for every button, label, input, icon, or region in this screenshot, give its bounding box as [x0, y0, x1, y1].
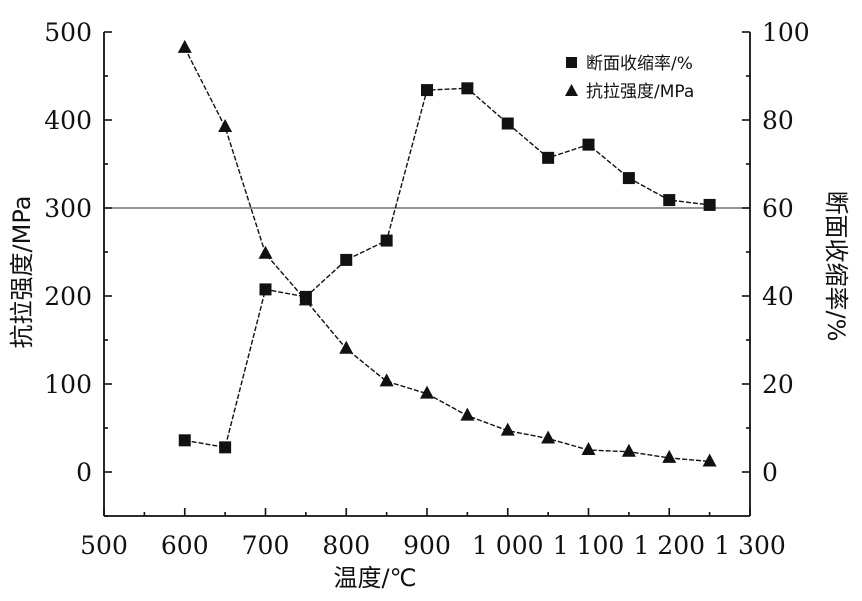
data-point-triangle: [702, 453, 717, 467]
y-right-tick-label: 80: [762, 106, 794, 135]
y-left-tick-label: 500: [44, 18, 92, 47]
data-point-square: [421, 84, 433, 97]
y-left-tick-label: 0: [76, 458, 92, 487]
y-right-axis-title: 断面收缩率/%: [822, 191, 850, 342]
data-point-square: [663, 194, 676, 207]
legend: 断面收缩率/% 抗拉强度/MPa: [565, 54, 694, 102]
data-point-triangle: [581, 442, 596, 455]
data-point-square: [178, 434, 191, 447]
data-point-triangle: [662, 449, 677, 463]
series-group: [177, 39, 717, 467]
y-right-tick-label: 0: [762, 458, 778, 487]
data-point-triangle: [339, 340, 354, 354]
x-tick-label: 900: [403, 531, 451, 560]
y-left-tick-label: 200: [44, 282, 92, 311]
data-point-triangle: [621, 443, 636, 457]
data-point-square: [542, 151, 555, 164]
data-point-triangle: [177, 39, 192, 53]
data-point-triangle: [258, 245, 273, 259]
data-point-square: [219, 441, 232, 454]
y-right-tick-label: 60: [762, 194, 794, 223]
data-point-square: [501, 117, 514, 130]
series-line-0: [184, 87, 710, 449]
data-point-triangle: [541, 430, 556, 444]
y-right-ticks: 0 20 40 60 80 100: [742, 18, 810, 487]
y-left-ticks: 0 100 200 300 400 500: [44, 18, 112, 517]
x-tick-label: 1 000: [472, 531, 544, 560]
y-left-tick-label: 100: [44, 370, 92, 399]
x-tick-label: 800: [322, 531, 370, 560]
data-point-square: [622, 172, 635, 185]
data-point-triangle: [500, 422, 515, 436]
legend-label-strength: 抗拉强度/MPa: [586, 82, 694, 102]
y-left-tick-label: 300: [44, 194, 92, 223]
legend-marker-square: [566, 57, 577, 68]
data-point-triangle: [218, 119, 233, 133]
legend-label-reduction: 断面收缩率/%: [586, 54, 693, 74]
legend-marker-triangle: [565, 84, 578, 96]
x-axis-title: 温度/℃: [333, 564, 416, 592]
data-point-square: [340, 253, 353, 266]
x-tick-label: 1 100: [553, 531, 625, 560]
y-right-tick-label: 100: [762, 18, 810, 47]
data-point-triangle: [298, 292, 313, 306]
x-tick-label: 600: [161, 531, 209, 560]
data-point-triangle: [420, 385, 434, 399]
x-tick-label: 700: [242, 531, 290, 560]
y-left-axis-title: 抗拉强度/MPa: [8, 196, 36, 349]
y-right-tick-label: 40: [762, 282, 794, 311]
data-point-triangle: [460, 407, 475, 421]
x-ticks: 500 600 700 800 900 1 000 1 100 1 200 1 300: [80, 508, 786, 560]
data-point-square: [380, 234, 393, 247]
x-tick-label: 1 200: [633, 531, 705, 560]
data-point-triangle: [379, 373, 394, 387]
data-point-square: [461, 82, 474, 95]
y-left-tick-label: 400: [44, 106, 92, 135]
data-point-square: [259, 283, 272, 296]
x-tick-label: 500: [80, 531, 128, 560]
series-line-1: [184, 47, 710, 463]
data-point-square: [582, 138, 595, 151]
plot-area: 500 600 700 800 900 1 000 1 100 1 200 1 300 0100…: [44, 18, 809, 560]
x-tick-label: 1 300: [714, 531, 786, 560]
data-point-square: [703, 198, 716, 211]
y-right-tick-label: 20: [762, 370, 794, 399]
